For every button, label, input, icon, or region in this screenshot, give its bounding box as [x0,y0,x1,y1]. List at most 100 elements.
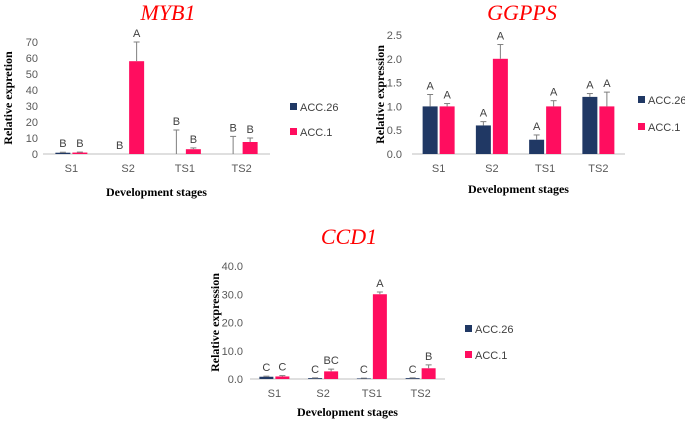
bar-acc26-ts2 [582,96,598,154]
bar-acc1-s2 [492,58,508,154]
bar-acc1-ts1 [185,149,201,154]
y-tick-label: 40 [26,85,38,97]
legend-label: ACC.26 [648,95,685,107]
y-tick-label: 10.0 [222,346,243,358]
x-tick-label: TS1 [535,163,555,175]
significance-label: B [190,134,197,146]
bar-acc26-ts1 [356,378,371,379]
bar-acc26-ts2 [405,378,420,379]
y-tick-label: 60 [26,53,38,65]
significance-label: C [311,364,319,376]
y-tick-label: 0.0 [387,149,402,161]
y-tick-label: 1.5 [387,78,402,90]
x-tick-label: TS2 [232,163,252,175]
significance-label: C [278,362,286,374]
y-tick-label: 1.0 [387,101,402,113]
bar-acc1-s1 [275,376,290,379]
significance-label: B [229,122,236,134]
bar-acc1-ts2 [599,106,615,154]
significance-label: A [480,108,488,120]
significance-label: C [262,362,270,374]
legend-swatch-acc26 [638,96,645,103]
legend-swatch-acc26 [290,103,297,110]
x-tick-label: S1 [268,388,281,400]
significance-label: A [426,81,434,93]
y-tick-label: 30 [26,101,38,113]
bar-acc1-s1 [439,106,455,154]
bar-acc1-ts1 [372,294,387,379]
bar-acc1-s2 [129,61,145,155]
y-tick-label: 20.0 [222,318,243,330]
bar-acc1-s1 [72,152,88,154]
significance-label: B [59,138,66,150]
bar-acc26-s1 [55,152,71,154]
chart-title: CCD1 [321,224,377,249]
legend-swatch-acc1 [638,123,645,130]
x-tick-label: TS2 [411,388,431,400]
bar-acc26-s1 [259,376,274,379]
y-tick-label: 40.0 [222,261,243,273]
chart-myb1: MYB1 Relative expretion 0 10 20 30 40 50 60 70 S1 B… [1,0,339,199]
significance-label: A [133,28,141,40]
legend-label: ACC.1 [648,122,680,134]
significance-label: B [76,138,83,150]
y-tick-label: 0.5 [387,125,402,137]
legend-label: ACC.1 [300,127,332,139]
significance-label: A [497,31,505,43]
y-tick-label: 0.0 [228,374,243,386]
x-tick-label: S1 [432,163,445,175]
significance-label: A [533,121,541,133]
y-axis-label: Relative expression [373,45,387,144]
significance-label: B [173,116,180,128]
bar-acc26-s2 [308,378,323,379]
bar-acc1-ts2 [242,142,258,154]
x-tick-label: S2 [121,163,134,175]
significance-label: C [360,364,368,376]
legend-label: ACC.26 [475,324,514,336]
significance-label: B [246,124,253,136]
significance-label: C [409,364,417,376]
x-axis-label: Development stages [468,182,569,196]
y-tick-label: 10 [26,133,38,145]
bar-acc1-ts2 [421,368,436,379]
x-tick-label: TS2 [588,163,608,175]
legend-swatch-acc1 [290,128,297,135]
chart-ccd1: CCD1 Relative expression 0.0 10.0 20.0 30.0 40… [208,224,514,419]
legend-label: ACC.26 [300,102,339,114]
significance-label: A [550,87,558,99]
significance-label: B [116,140,123,152]
x-tick-label: TS1 [362,388,382,400]
bar-acc1-ts1 [546,106,562,154]
y-tick-label: 70 [26,37,38,49]
legend-swatch-acc1 [465,351,472,358]
y-tick-label: 50 [26,69,38,81]
significance-label: A [376,278,384,290]
significance-label: A [443,90,451,102]
y-tick-label: 2.0 [387,54,402,66]
y-tick-label: 20 [26,117,38,129]
significance-label: A [603,78,611,90]
chart-title: GGPPS [487,0,557,25]
significance-label: A [586,80,594,92]
x-tick-label: S1 [65,163,78,175]
y-axis-label: Relative expretion [1,51,15,145]
x-axis-label: Development stages [297,405,398,419]
chart-title: MYB1 [140,0,196,25]
y-tick-label: 30.0 [222,289,243,301]
bar-acc26-ts1 [529,139,545,154]
bar-acc26-s1 [422,106,438,154]
y-tick-label: 2.5 [387,30,402,42]
y-axis-label: Relative expression [208,273,222,372]
significance-label: BC [323,355,338,367]
bar-acc26-s2 [475,125,491,154]
x-tick-label: S2 [316,388,329,400]
legend-label: ACC.1 [475,350,507,362]
bar-acc1-s2 [324,371,339,379]
legend-swatch-acc26 [465,325,472,332]
significance-label: B [425,351,432,363]
y-tick-label: 0 [32,149,38,161]
x-tick-label: S2 [485,163,498,175]
x-tick-label: TS1 [175,163,195,175]
